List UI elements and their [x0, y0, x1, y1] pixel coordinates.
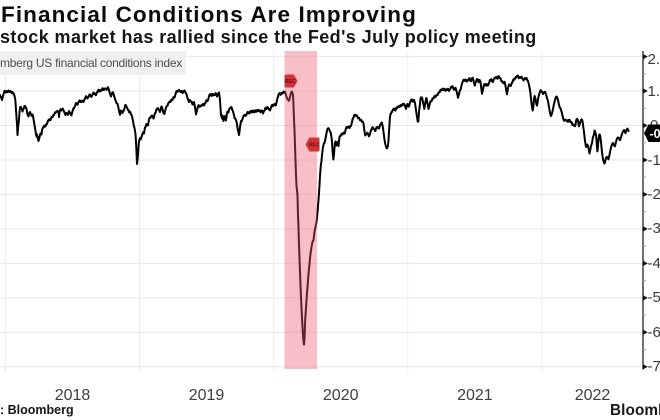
svg-text:REC: REC [309, 142, 320, 148]
svg-text:-0.26: -0.26 [650, 127, 660, 141]
svg-text:REC: REC [285, 79, 296, 85]
